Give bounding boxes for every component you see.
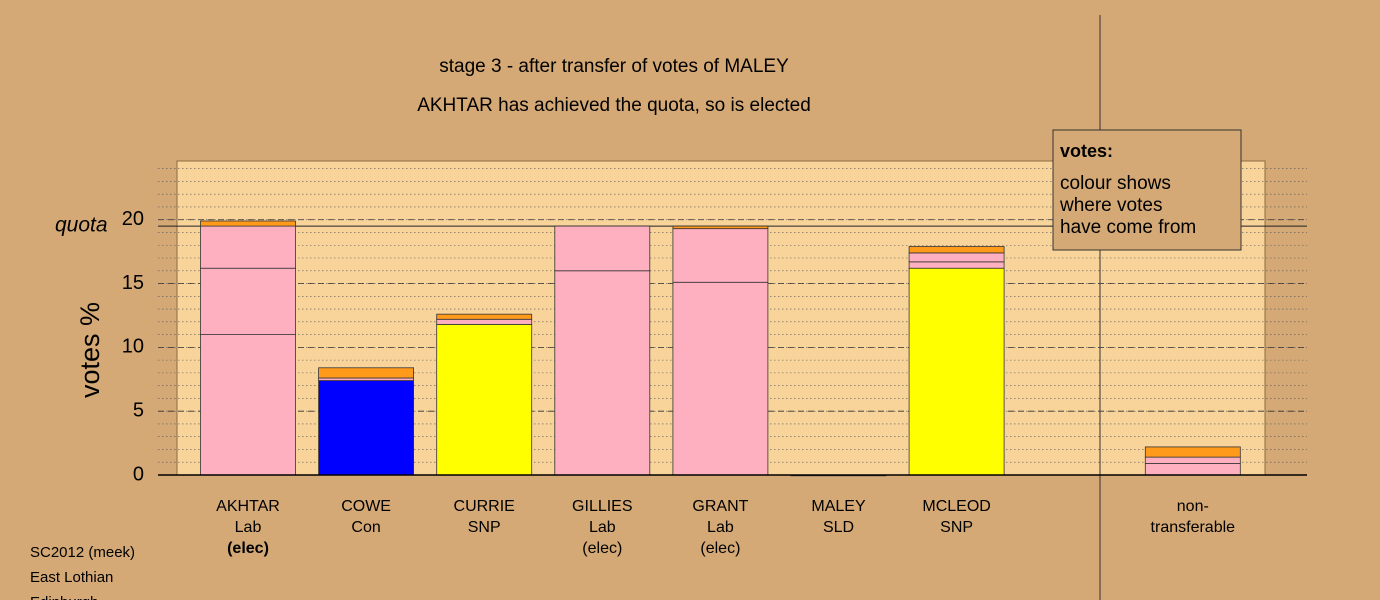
y-axis-label: votes %	[75, 302, 105, 398]
y-tick-label: 15	[122, 272, 144, 294]
bar-segment	[436, 323, 533, 476]
bar-segment	[200, 267, 296, 335]
legend-text: colour shows	[1060, 173, 1171, 194]
legend-title: votes:	[1060, 141, 1113, 161]
bar-segment	[672, 228, 769, 283]
x-tick-label: Lab	[589, 519, 616, 536]
bar-segment	[200, 220, 296, 227]
bar-segment	[200, 225, 296, 269]
x-tick-label: GILLIES	[572, 498, 632, 515]
bar-segment	[908, 246, 1005, 254]
x-tick-label: non-	[1177, 498, 1209, 515]
bars: AKHTAR Lab (elec) COWE Con CURRIE SNP GILLIES La…	[200, 220, 1241, 557]
x-tick-label: Lab	[235, 519, 262, 536]
bar-segment	[436, 318, 533, 325]
legend-text: have come from	[1060, 217, 1196, 238]
x-tick-label: (elec)	[582, 540, 622, 557]
bar-segment	[1144, 446, 1241, 458]
y-tick-label: 20	[122, 208, 144, 230]
chart-subtitle: AKHTAR has achieved the quota, so is ele…	[417, 95, 811, 116]
chart-title: stage 3 - after transfer of votes of MAL…	[439, 56, 789, 77]
y-tick-label: 10	[122, 336, 144, 358]
bar-segment	[908, 261, 1005, 269]
footer-text: East Lothian	[30, 569, 113, 586]
legend-box	[1052, 129, 1242, 251]
x-tick-label: SLD	[823, 519, 854, 536]
bar-segment	[672, 281, 769, 476]
x-tick-label: AKHTAR	[216, 498, 280, 515]
legend-text: where votes	[1059, 195, 1162, 216]
x-tick-label: (elec)	[700, 540, 740, 557]
bar-segment	[1144, 463, 1241, 476]
footer-text: SC2012 (meek)	[30, 544, 135, 561]
x-tick-label: MALEY	[811, 498, 866, 515]
x-tick-label: Con	[351, 519, 380, 536]
y-tick-label: 0	[133, 463, 144, 485]
x-tick-label: COWE	[341, 498, 391, 515]
x-tick-label: GRANT	[692, 498, 748, 515]
x-tick-label: SNP	[940, 519, 973, 536]
bar-segment	[908, 252, 1005, 263]
x-tick-label: Lab	[707, 519, 734, 536]
bar-segment	[672, 225, 769, 230]
quota-label: quota	[55, 214, 108, 237]
bar-segment	[318, 367, 415, 379]
x-tick-label: CURRIE	[454, 498, 515, 515]
bar-segment	[1144, 456, 1241, 464]
x-tick-label: MCLEOD	[922, 498, 990, 515]
bar-segment	[436, 313, 533, 320]
bar-segment	[908, 267, 1005, 476]
bar-segment	[200, 334, 296, 476]
bar-segment	[318, 380, 415, 476]
bar-segment	[554, 270, 651, 476]
bar-segment	[554, 225, 651, 272]
y-tick-label: 5	[133, 399, 144, 421]
footer-text: Edinburgh	[30, 594, 98, 600]
x-tick-label: (elec)	[227, 540, 269, 557]
x-tick-label: transferable	[1151, 519, 1236, 536]
x-tick-label: SNP	[468, 519, 501, 536]
